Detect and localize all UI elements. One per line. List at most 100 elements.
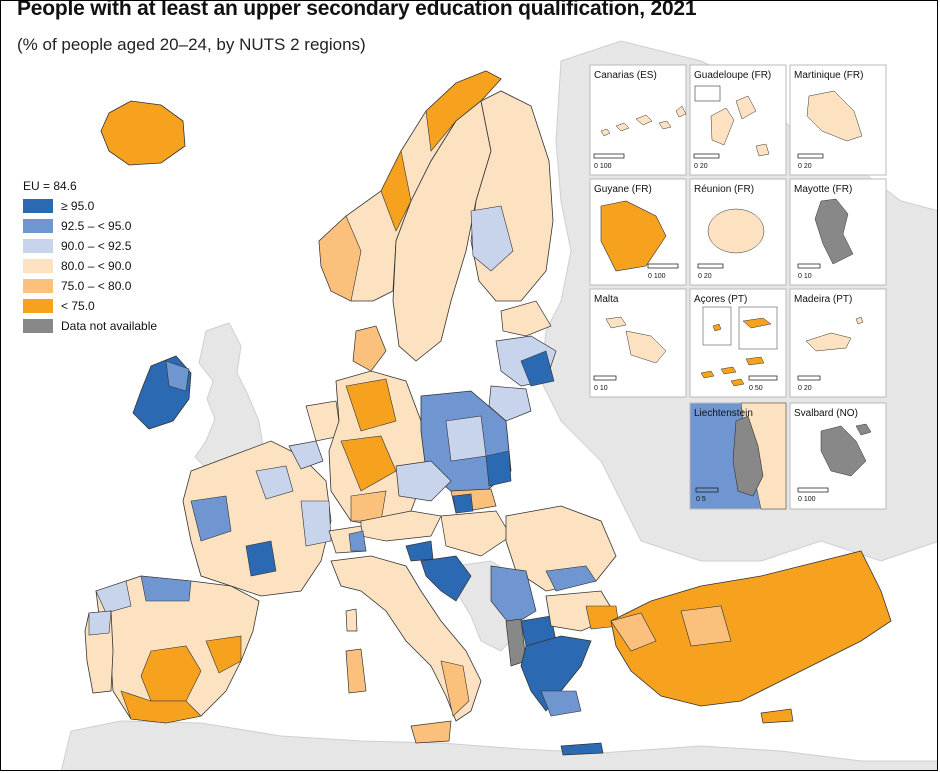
spain-south: [120, 690, 202, 724]
inset-svalbard: Svalbard (NO) 0 100: [789, 402, 887, 510]
germany-middle: [340, 435, 397, 492]
turkey-central: [680, 605, 732, 647]
legend-label: 80.0 – < 90.0: [61, 259, 132, 273]
inset-label: Malta: [594, 294, 619, 305]
inset-guyane: Guyane (FR) 0 100: [589, 178, 687, 286]
inset-madeira: Madeira (PT) 0 20: [789, 288, 887, 398]
croatia: [420, 555, 472, 602]
finland-west: [470, 205, 514, 272]
inset-canarias: Canarias (ES) 0 100: [589, 64, 687, 176]
legend-item: 90.0 – < 92.5: [23, 236, 157, 256]
slovakia-west: [452, 493, 474, 514]
inset-scale: 0 100: [648, 273, 666, 280]
belgium: [288, 440, 324, 470]
estonia: [500, 300, 552, 337]
inset-scale: 0 10: [594, 385, 608, 392]
cyprus: [760, 708, 794, 724]
ireland-east: [165, 360, 190, 392]
crete: [560, 742, 604, 756]
iceland: [100, 100, 186, 166]
denmark: [352, 325, 387, 372]
inset-scale: 0 20: [798, 385, 812, 392]
lithuania: [488, 385, 532, 422]
sweden: [392, 100, 492, 362]
inset-label: Mayotte (FR): [794, 184, 852, 195]
legend-label: Data not available: [61, 319, 158, 333]
inset-mayotte: Mayotte (FR) 0 10: [789, 178, 887, 286]
poland-east: [485, 450, 512, 487]
hungary: [440, 510, 512, 557]
inset-acores: Açores (PT) 0 50: [689, 288, 787, 398]
legend-swatch: [23, 279, 53, 293]
germany-north: [345, 378, 397, 432]
latvia-east: [520, 350, 555, 387]
inset-scale: 0 5: [696, 496, 706, 503]
spain-east: [205, 635, 242, 674]
inset-liechtenstein: Liechtenstein 0 5: [689, 402, 787, 510]
inset-label: Réunion (FR): [694, 184, 754, 195]
legend-label: ≥ 95.0: [61, 199, 95, 213]
switzerland-east: [348, 530, 367, 552]
germany-south: [350, 490, 387, 522]
spain-north: [140, 575, 192, 602]
legend-label: < 75.0: [61, 299, 95, 313]
legend-swatch: [23, 239, 53, 253]
inset-label: Liechtenstein: [694, 408, 753, 419]
inset-label: Guyane (FR): [594, 184, 652, 195]
france-east: [300, 500, 332, 547]
inset-label: Svalbard (NO): [794, 408, 858, 419]
norway-north: [425, 70, 502, 152]
inset-label: Guadeloupe (FR): [694, 70, 771, 81]
inset-guadeloupe: Guadeloupe (FR) 0 20: [689, 64, 787, 176]
sicily: [410, 720, 452, 744]
france-center: [245, 540, 277, 577]
france-west: [190, 495, 232, 542]
legend-swatch: [23, 199, 53, 213]
legend-item: 80.0 – < 90.0: [23, 256, 157, 276]
portugal-north: [88, 610, 112, 636]
legend-label: 92.5 – < 95.0: [61, 219, 132, 233]
legend-swatch: [23, 259, 53, 273]
serbia: [490, 565, 537, 627]
sardinia: [345, 648, 367, 694]
norway-west: [318, 215, 362, 302]
chart-title: People with at least an upper secondary …: [17, 0, 697, 20]
chart-subtitle: (% of people aged 20–24, by NUTS 2 regio…: [17, 35, 366, 54]
inset-scale: 0 100: [798, 496, 816, 503]
turkey-west: [610, 612, 657, 652]
inset-label: Canarias (ES): [594, 70, 657, 81]
czechia: [395, 460, 452, 502]
greece-south: [540, 690, 582, 717]
legend-eu-average: EU = 84.6: [23, 179, 77, 193]
inset-martinique: Martinique (FR) 0 20: [789, 64, 887, 176]
legend-swatch: [23, 319, 53, 333]
romania-south: [545, 565, 597, 592]
legend-label: 90.0 – < 92.5: [61, 239, 132, 253]
legend-swatch: [23, 219, 53, 233]
legend-item: ≥ 95.0: [23, 196, 157, 216]
italy-south: [440, 660, 470, 717]
france: [182, 440, 332, 597]
italy: [330, 555, 482, 722]
inset-reunion: Réunion (FR) 0 20: [689, 178, 787, 286]
france-paris: [255, 465, 294, 500]
inset-scale: 0 20: [698, 273, 712, 280]
inset-scale: 0 10: [798, 273, 812, 280]
legend-item: < 75.0: [23, 296, 157, 316]
inset-scale: 0 50: [749, 385, 763, 392]
inset-label: Açores (PT): [694, 294, 747, 305]
legend-item: 92.5 – < 95.0: [23, 216, 157, 236]
inset-malta: Malta 0 10: [589, 288, 687, 398]
inset-scale: 0 20: [798, 163, 812, 170]
inset-label: Martinique (FR): [794, 70, 863, 81]
poland-central: [445, 415, 487, 462]
legend-label: 75.0 – < 80.0: [61, 279, 132, 293]
slovenia: [405, 540, 434, 562]
inset-scale: 0 20: [694, 163, 708, 170]
north-africa: [60, 720, 937, 770]
corsica: [345, 608, 358, 632]
insets: Canarias (ES) 0 100 Guadeloupe (FR) 0 20…: [589, 64, 887, 510]
spain-northwest: [95, 580, 132, 614]
